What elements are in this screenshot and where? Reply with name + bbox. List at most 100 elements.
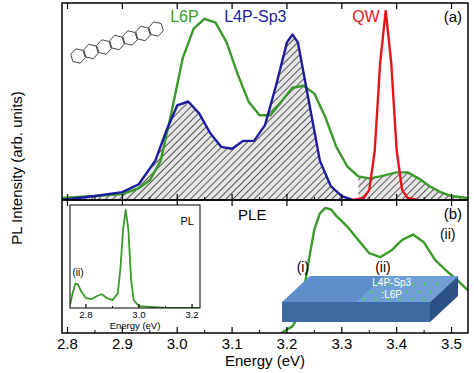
x-minor-tick	[259, 330, 260, 333]
x-tick-top	[286, 3, 287, 9]
ring	[149, 22, 164, 36]
x-tick	[341, 327, 342, 333]
x-tick	[341, 194, 342, 200]
ring	[123, 31, 138, 45]
dopant-dot	[375, 298, 377, 300]
dopant-dot	[424, 283, 426, 285]
device-sketch	[282, 276, 458, 322]
x-minor-tick	[94, 330, 95, 333]
ring	[71, 49, 86, 63]
dopant-dot	[370, 291, 372, 293]
dopant-dot	[430, 291, 432, 293]
plot-area	[281, 208, 468, 333]
x-axis-title: Energy (eV)	[225, 352, 305, 369]
x-tick	[122, 194, 123, 200]
panel-1: 2.8 2.9 3.0 3.1 3.2 3.3 3.4 3.5 Energy (eV) (b) PL…	[57, 200, 468, 369]
hatch-area	[62, 35, 353, 200]
series-label: PL	[181, 215, 194, 227]
y-axis-title: PL Intensity (arb. units)	[8, 91, 25, 245]
dopant-dot	[412, 283, 414, 285]
ring	[136, 26, 151, 40]
panel-label: (a)	[444, 8, 462, 25]
dopant-dot	[436, 283, 438, 285]
x-tick-label: 3.0	[167, 335, 188, 352]
x-tick-label: 3.2	[185, 309, 198, 320]
x-tick	[451, 327, 452, 333]
annotation: :L6P	[381, 289, 402, 300]
x-tick-label: 3.0	[132, 309, 145, 320]
molecule-sketch	[71, 22, 164, 63]
x-tick	[138, 304, 139, 308]
x-minor-tick	[314, 330, 315, 333]
dopant-dot	[363, 298, 365, 300]
panel-2: 2.8 3.0 3.2 Energy (eV) PL (ii)	[70, 205, 200, 331]
x-tick-label: 2.8	[57, 335, 78, 352]
frame	[62, 200, 468, 333]
x-tick	[451, 194, 452, 200]
ring	[110, 35, 125, 49]
dopant-dot	[423, 298, 425, 300]
x-tick-label: 3.3	[331, 335, 352, 352]
ring	[84, 44, 99, 58]
x-tick	[67, 194, 68, 200]
dopant-dot	[406, 291, 408, 293]
x-tick-label: 3.4	[386, 335, 407, 352]
x-tick	[231, 327, 232, 333]
x-tick-label: 3.5	[441, 335, 462, 352]
series-line	[62, 19, 468, 198]
series-line	[281, 208, 468, 333]
x-tick	[286, 194, 287, 200]
x-tick-label: 3.2	[277, 335, 298, 352]
x-minor-tick	[165, 306, 166, 308]
figure: PL Intensity (arb. units) (a) L6P L4P-Sp3 QW…	[0, 0, 474, 373]
dopant-dot	[418, 291, 420, 293]
x-tick-label: 2.8	[79, 309, 92, 320]
x-tick	[177, 194, 178, 200]
x-tick-top	[341, 200, 342, 206]
x-tick-top	[231, 200, 232, 206]
x-tick	[67, 327, 68, 333]
x-tick-label: 3.1	[222, 335, 243, 352]
inset-bg	[70, 205, 200, 308]
x-tick-top	[396, 3, 397, 9]
x-minor-tick	[424, 330, 425, 333]
x-tick	[191, 304, 192, 308]
annotation: (ii)	[440, 226, 456, 242]
series-line	[353, 11, 419, 200]
series-label: L6P	[170, 8, 198, 25]
annotation: (ii)	[72, 267, 83, 278]
x-tick-top	[396, 200, 397, 206]
slab-front	[282, 302, 430, 322]
annotation: L4P-Sp3	[372, 277, 411, 288]
series-label: PLE	[238, 206, 266, 223]
annotation: (ii)	[375, 259, 391, 275]
slab-doped	[356, 276, 458, 302]
series-label: L4P-Sp3	[224, 8, 286, 25]
series-label: QW	[352, 8, 380, 25]
x-tick-label: 2.9	[112, 335, 133, 352]
slab-top	[282, 276, 458, 302]
series-line	[62, 35, 353, 200]
x-tick-top	[286, 200, 287, 206]
x-minor-tick	[112, 306, 113, 308]
series-line	[70, 210, 200, 308]
x-tick-top	[67, 3, 68, 9]
panel-label: (b)	[444, 205, 462, 222]
frame	[62, 3, 468, 200]
plot-area	[70, 210, 200, 308]
x-tick	[231, 194, 232, 200]
x-tick	[396, 194, 397, 200]
x-minor-tick	[204, 330, 205, 333]
dopant-dot	[411, 298, 413, 300]
ring	[97, 40, 112, 54]
x-tick-top	[67, 200, 68, 206]
x-minor-tick	[369, 330, 370, 333]
x-tick-top	[122, 3, 123, 9]
annotation: (i)	[297, 259, 309, 275]
x-tick	[396, 327, 397, 333]
frame	[70, 205, 200, 308]
x-tick-top	[341, 3, 342, 9]
plot-area	[62, 11, 468, 200]
x-axis-title: Energy (eV)	[110, 320, 161, 331]
x-tick	[85, 304, 86, 308]
